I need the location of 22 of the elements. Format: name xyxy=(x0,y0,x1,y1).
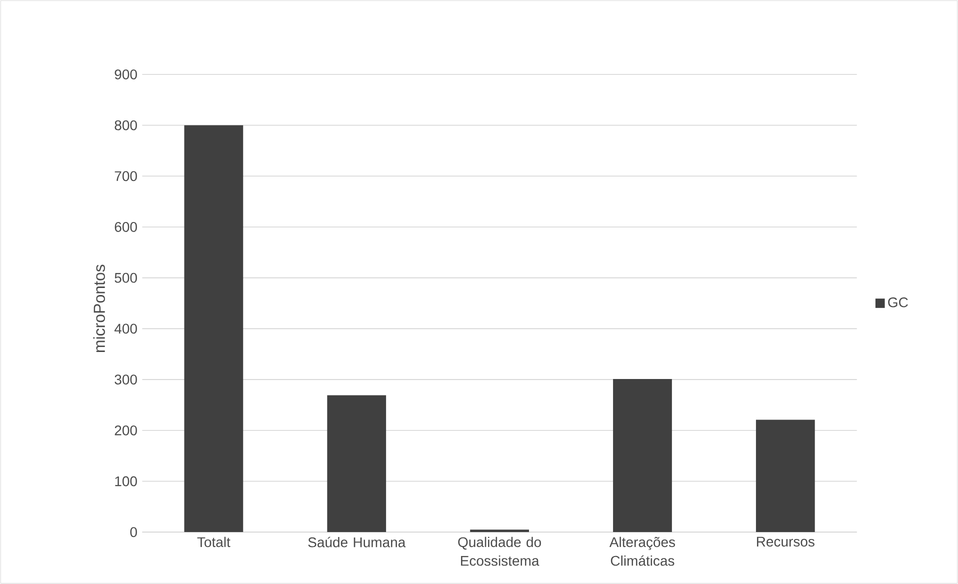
y-tick-label: 300 xyxy=(114,374,137,385)
y-tick-label: 400 xyxy=(114,324,137,334)
bar xyxy=(756,420,815,532)
bar xyxy=(470,530,529,532)
x-tick-label: Saúde Humana xyxy=(308,536,406,548)
y-tick-label: 700 xyxy=(114,171,137,182)
y-tick-label: 900 xyxy=(114,69,137,80)
y-tick-label: 500 xyxy=(114,272,137,283)
x-tick-label: Qualidade do Ecossistema xyxy=(458,536,541,566)
y-tick-label: 800 xyxy=(114,120,137,130)
bar xyxy=(613,379,672,532)
bar xyxy=(327,395,386,532)
x-tick-label: Alterações Climáticas xyxy=(609,536,676,566)
x-tick-label: Totalt xyxy=(197,536,230,548)
y-tick-label: 600 xyxy=(114,222,137,232)
y-axis-title: microPontos xyxy=(93,264,105,352)
x-tick-label: Recursos xyxy=(757,536,814,547)
y-tick-label: 200 xyxy=(114,425,137,436)
legend-label: GC xyxy=(888,297,908,308)
y-tick-label: 100 xyxy=(115,476,137,486)
bar xyxy=(184,125,244,532)
y-tick-label: 0 xyxy=(130,527,137,538)
